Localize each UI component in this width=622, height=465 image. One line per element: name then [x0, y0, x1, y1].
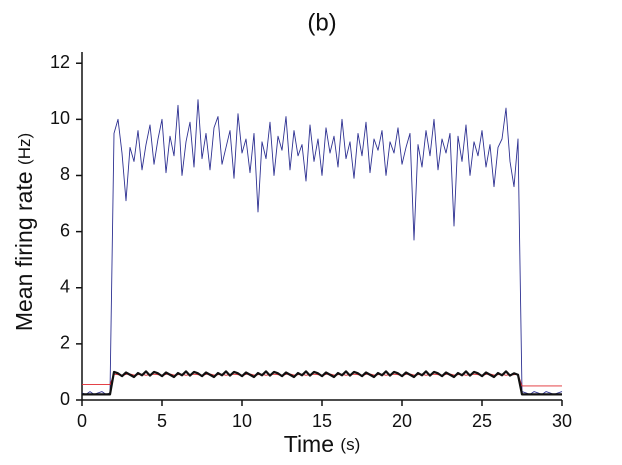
x-label: Time: [284, 431, 334, 457]
series-line: [82, 370, 562, 396]
x-tick-label: 10: [232, 411, 252, 431]
y-tick-label: 2: [60, 333, 70, 353]
x-tick-label: 30: [552, 411, 572, 431]
chart-title: (b): [307, 9, 336, 36]
x-tick-label: 15: [312, 411, 332, 431]
series-line: [81, 99, 563, 395]
y-tick-label: 0: [60, 389, 70, 409]
x-tick-label: 20: [392, 411, 412, 431]
x-tick-label: 5: [157, 411, 167, 431]
y-unit: (Hz): [15, 133, 34, 165]
x-tick-label: 25: [472, 411, 492, 431]
x-tick-label: 0: [77, 411, 87, 431]
y-tick-label: 10: [50, 108, 70, 128]
y-tick-label: 8: [60, 164, 70, 184]
y-tick-label: 6: [60, 220, 70, 240]
x-axis-label: Time (s): [284, 431, 360, 457]
y-tick-label: 4: [60, 276, 70, 296]
x-unit: (s): [340, 435, 360, 454]
y-label: Mean firing rate: [11, 171, 37, 331]
y-tick-label: 12: [50, 52, 70, 72]
y-axis-label: Mean firing rate (Hz): [11, 133, 37, 331]
